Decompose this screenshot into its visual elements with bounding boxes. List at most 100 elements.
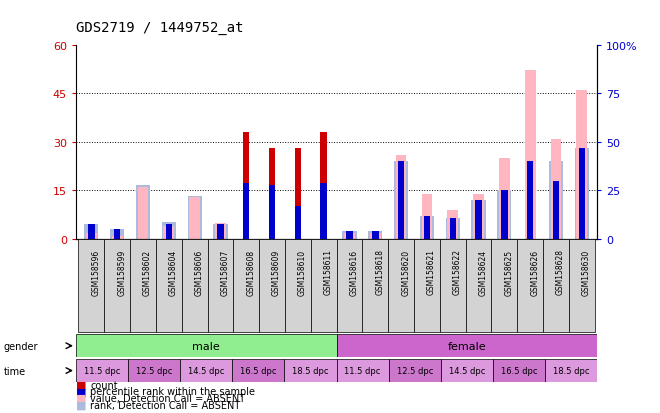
Bar (182, 240, 207, 332)
Bar (189, 197, 200, 240)
Text: GSM158611: GSM158611 (323, 249, 333, 295)
Bar (441, 359, 493, 382)
Bar (215, 223, 226, 240)
Bar (569, 240, 595, 332)
Bar (414, 240, 440, 332)
Bar (138, 188, 148, 240)
Bar (550, 139, 561, 240)
Bar (424, 216, 430, 240)
Bar (471, 201, 486, 240)
Text: ■: ■ (76, 393, 86, 403)
Bar (372, 232, 379, 240)
Bar (104, 240, 130, 332)
Bar (166, 224, 172, 240)
Text: GSM158625: GSM158625 (504, 249, 513, 295)
Text: value, Detection Call = ABSENT: value, Detection Call = ABSENT (90, 393, 246, 403)
Text: count: count (90, 380, 118, 390)
Bar (553, 181, 559, 240)
Bar (440, 240, 466, 332)
Bar (466, 240, 492, 332)
Bar (217, 224, 224, 240)
Bar (164, 227, 174, 240)
Text: 18.5 dpc: 18.5 dpc (292, 366, 329, 375)
Text: GSM158609: GSM158609 (272, 249, 281, 295)
Bar (527, 162, 533, 240)
Bar (579, 148, 585, 240)
Bar (362, 240, 388, 332)
Text: GSM158626: GSM158626 (530, 249, 539, 295)
Bar (162, 222, 176, 240)
Bar (285, 240, 311, 332)
Bar (497, 191, 512, 240)
Bar (388, 240, 414, 332)
Bar (86, 233, 97, 240)
Text: GSM158620: GSM158620 (401, 249, 410, 295)
Text: 12.5 dpc: 12.5 dpc (136, 366, 172, 375)
Bar (449, 218, 456, 240)
Bar (84, 224, 98, 240)
Text: GDS2719 / 1449752_at: GDS2719 / 1449752_at (76, 21, 244, 35)
Bar (545, 359, 597, 382)
Bar (344, 233, 355, 240)
Bar (284, 359, 337, 382)
Bar (368, 232, 382, 240)
Text: ■: ■ (76, 380, 86, 390)
Bar (501, 191, 508, 240)
Bar (213, 224, 228, 240)
Bar (398, 162, 405, 240)
Bar (76, 359, 128, 382)
Bar (243, 133, 249, 240)
Bar (294, 206, 301, 240)
Bar (346, 232, 352, 240)
Bar (130, 240, 156, 332)
Text: GSM158630: GSM158630 (582, 249, 591, 295)
Text: 11.5 dpc: 11.5 dpc (345, 366, 381, 375)
Text: rank, Detection Call = ABSENT: rank, Detection Call = ABSENT (90, 400, 241, 410)
Bar (294, 149, 301, 240)
Text: GSM158607: GSM158607 (220, 249, 230, 295)
Bar (549, 162, 563, 240)
Bar (110, 230, 124, 240)
Bar (136, 185, 150, 240)
Bar (321, 183, 327, 240)
Text: GSM158621: GSM158621 (427, 249, 436, 295)
Bar (499, 159, 510, 240)
Bar (447, 211, 458, 240)
Bar (76, 335, 337, 357)
Text: gender: gender (3, 341, 38, 351)
Bar (396, 155, 407, 240)
Bar (473, 194, 484, 240)
Bar (187, 197, 202, 240)
Text: 14.5 dpc: 14.5 dpc (449, 366, 485, 375)
Bar (475, 201, 482, 240)
Bar (543, 240, 569, 332)
Text: female: female (447, 341, 486, 351)
Text: GSM158596: GSM158596 (91, 249, 100, 295)
Bar (517, 240, 543, 332)
Bar (343, 232, 356, 240)
Bar (114, 230, 120, 240)
Bar (337, 359, 389, 382)
Bar (370, 233, 381, 240)
Bar (576, 91, 587, 240)
Text: GSM158602: GSM158602 (143, 249, 152, 295)
Text: 12.5 dpc: 12.5 dpc (397, 366, 433, 375)
Bar (269, 149, 275, 240)
Bar (156, 240, 182, 332)
Text: GSM158628: GSM158628 (556, 249, 565, 295)
Bar (321, 133, 327, 240)
Bar (394, 162, 409, 240)
Text: male: male (192, 341, 220, 351)
Text: GSM158618: GSM158618 (376, 249, 384, 295)
Bar (79, 240, 104, 332)
Text: GSM158599: GSM158599 (117, 249, 126, 295)
Text: ■: ■ (76, 400, 86, 410)
Text: GSM158610: GSM158610 (298, 249, 307, 295)
Bar (389, 359, 441, 382)
Text: ■: ■ (76, 387, 86, 396)
Bar (525, 71, 535, 240)
Text: 18.5 dpc: 18.5 dpc (553, 366, 589, 375)
Bar (232, 359, 284, 382)
Bar (493, 359, 545, 382)
Text: GSM158604: GSM158604 (169, 249, 178, 295)
